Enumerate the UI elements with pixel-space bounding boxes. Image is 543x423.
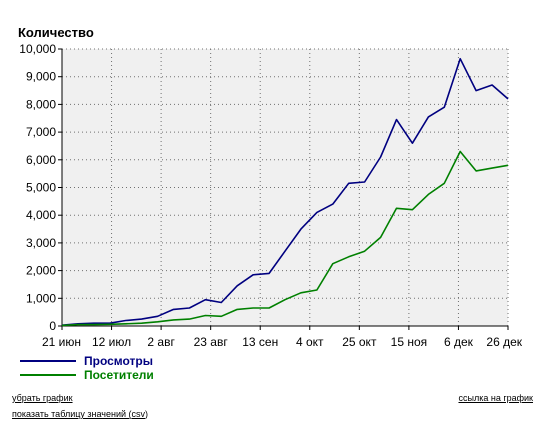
- plot-area: [62, 49, 508, 326]
- y-tick-label: 1,000: [26, 291, 56, 305]
- y-tick-label: 0: [49, 319, 56, 333]
- axes: [58, 48, 509, 330]
- csv-link[interactable]: csv: [131, 409, 146, 419]
- series-line-0: [61, 57, 509, 326]
- remove-chart-link[interactable]: убрать график: [12, 393, 73, 403]
- legend-label: Посетители: [84, 368, 154, 382]
- show-table-prefix[interactable]: показать таблицу значений (: [12, 409, 132, 419]
- y-axis-title: Количество: [18, 25, 94, 40]
- x-tick-label: 12 июл: [92, 335, 131, 349]
- x-tick-label: 15 ноя: [391, 335, 427, 349]
- y-tick-label: 5,000: [26, 181, 56, 195]
- x-tick-label: 25 окт: [342, 335, 377, 349]
- y-tick-label: 3,000: [26, 236, 56, 250]
- x-tick-label: 23 авг: [194, 335, 229, 349]
- y-tick-label: 6,000: [26, 153, 56, 167]
- series-line-1: [61, 150, 509, 327]
- y-axis-ticks: 0 1,000 2,000 3,000 4,000 5,000 6,000 7,000 8,00…: [19, 42, 56, 333]
- x-tick-label: 2 авг: [147, 335, 175, 349]
- show-table-suffix: ): [145, 409, 148, 419]
- y-tick-label: 9,000: [26, 70, 56, 84]
- show-table-link[interactable]: показать таблицу значений (csv): [12, 409, 148, 419]
- chart-link[interactable]: ссылка на график: [458, 393, 533, 403]
- x-tick-label: 26 дек: [486, 335, 522, 349]
- x-tick-label: 13 сен: [242, 335, 278, 349]
- series-lines: [61, 57, 509, 327]
- x-tick-label: 21 июн: [42, 335, 81, 349]
- y-tick-label: 4,000: [26, 208, 56, 222]
- legend-label: Просмотры: [84, 354, 153, 368]
- x-tick-label: 6 дек: [444, 335, 474, 349]
- x-tick-label: 4 окт: [296, 335, 324, 349]
- y-tick-label: 2,000: [26, 264, 56, 278]
- y-tick-label: 8,000: [26, 97, 56, 111]
- y-tick-label: 10,000: [19, 42, 56, 56]
- x-axis-ticks: 21 июн 12 июл 2 авг 23 авг 13 сен 4 окт 25 окт…: [42, 335, 523, 349]
- y-tick-label: 7,000: [26, 125, 56, 139]
